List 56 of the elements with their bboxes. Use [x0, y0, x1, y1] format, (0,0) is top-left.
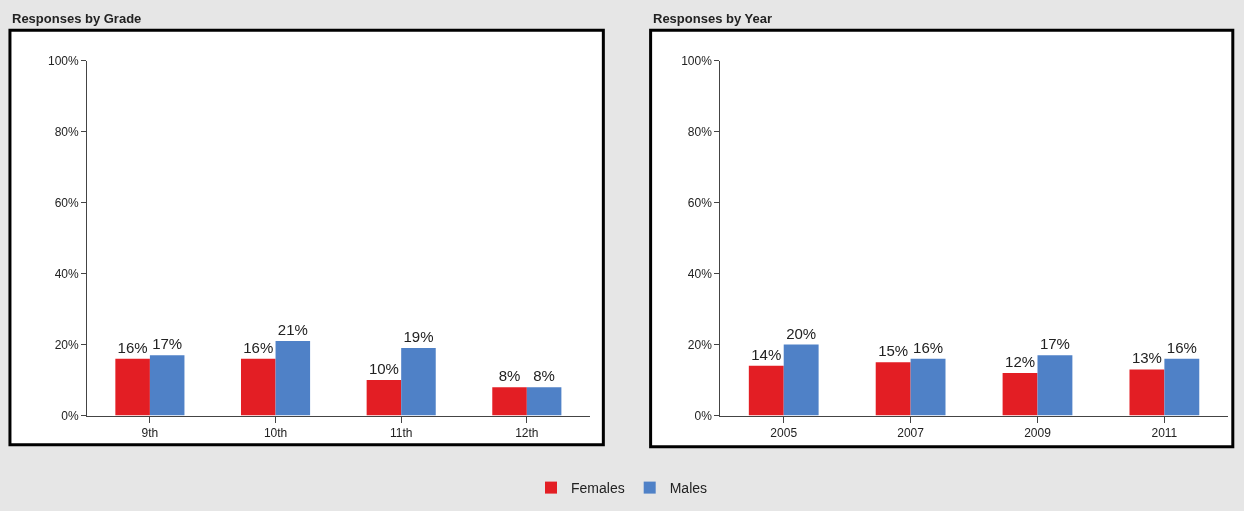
chart-title: Responses by Year: [653, 11, 772, 26]
x-tick-label: 2011: [1151, 425, 1178, 440]
x-tick-label: 10th: [263, 425, 288, 440]
bar: [1164, 358, 1200, 416]
y-tick-label: 80%: [54, 124, 79, 139]
data-label: 14%: [751, 345, 782, 363]
data-label: 21%: [277, 321, 308, 339]
data-label: 17%: [152, 335, 183, 353]
data-label: 15%: [878, 342, 909, 360]
x-tick-label: 2009: [1024, 425, 1052, 440]
bar: [748, 365, 784, 416]
bar: [783, 344, 819, 416]
x-tick-label: 12th: [515, 425, 539, 440]
bar: [366, 380, 402, 416]
y-tick-label: 0%: [694, 408, 713, 423]
legend-label: Males: [669, 480, 708, 497]
y-tick-label: 80%: [687, 124, 713, 139]
data-label: 12%: [1005, 352, 1036, 370]
x-tick-label: 9th: [141, 425, 159, 440]
data-label: 16%: [913, 338, 944, 356]
data-label: 10%: [368, 360, 399, 378]
bar: [115, 358, 150, 416]
x-tick-label: 2005: [770, 425, 798, 440]
bar: [1037, 355, 1073, 416]
y-tick-label: 100%: [681, 53, 713, 68]
data-label: 20%: [786, 324, 817, 342]
data-label: 16%: [1166, 338, 1197, 356]
data-label: 8%: [533, 367, 555, 385]
data-label: 8%: [498, 367, 521, 385]
y-tick-label: 60%: [54, 195, 79, 210]
legend-label: Females: [571, 480, 625, 497]
y-tick-label: 100%: [47, 53, 79, 68]
bar: [401, 348, 436, 416]
bar: [526, 387, 562, 416]
bar: [149, 355, 185, 416]
bar: [875, 362, 911, 416]
bar: [1002, 372, 1038, 416]
y-tick-label: 40%: [54, 266, 79, 281]
y-tick-label: 40%: [687, 266, 713, 281]
y-tick-label: 20%: [687, 337, 713, 352]
x-tick-label: 11th: [389, 425, 413, 440]
chart-title: Responses by Grade: [12, 11, 142, 26]
bar: [275, 341, 311, 416]
data-label: 17%: [1039, 335, 1070, 353]
bar: [240, 358, 276, 416]
bar: [910, 358, 946, 416]
bar: [1129, 369, 1165, 416]
data-label: 16%: [117, 338, 148, 356]
y-tick-label: 60%: [687, 195, 713, 210]
data-label: 16%: [243, 338, 274, 356]
data-label: 19%: [403, 328, 434, 346]
y-tick-label: 20%: [54, 337, 79, 352]
data-label: 13%: [1131, 349, 1162, 367]
bar: [492, 387, 527, 416]
x-tick-label: 2007: [897, 425, 925, 440]
y-tick-label: 0%: [61, 408, 80, 423]
